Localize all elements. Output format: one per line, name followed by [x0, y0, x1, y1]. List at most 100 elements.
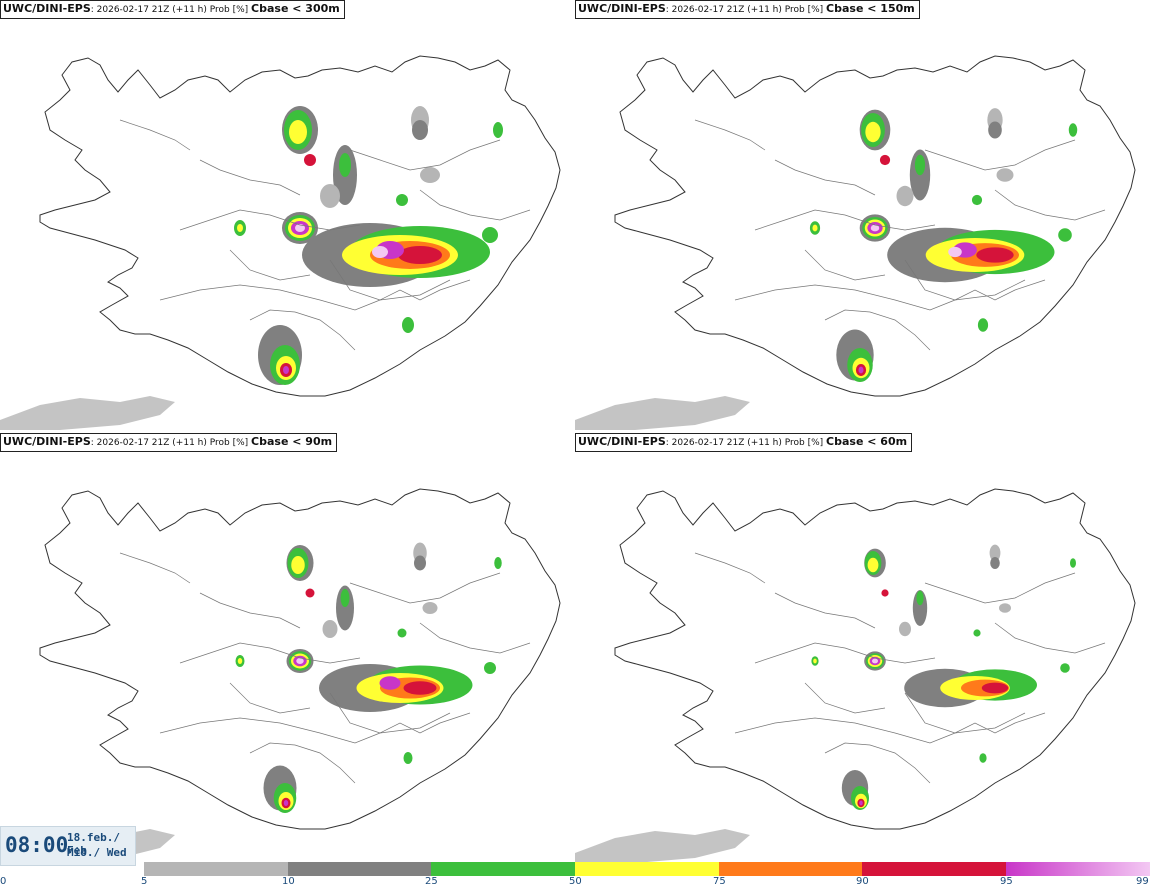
legend-tick: 25 — [425, 876, 438, 887]
probability-contour-5 — [322, 620, 338, 638]
valid-weekday: Mið./ Wed — [67, 846, 127, 859]
region-boundary — [804, 682, 886, 714]
probability-contour-90 — [304, 154, 316, 166]
probability-contour-90 — [976, 247, 1014, 263]
region-boundary — [924, 572, 1076, 604]
region-boundary — [804, 249, 886, 281]
region-boundary — [199, 159, 301, 196]
probability-contour-5 — [320, 184, 340, 208]
map-panel-300m: UWC/DINI-EPS: 2026-02-17 21Z (+11 h) Pro… — [0, 0, 575, 430]
region-boundary — [349, 139, 501, 171]
legend-tick: 10 — [282, 876, 295, 887]
legend-tick: 99 — [1136, 876, 1149, 887]
valid-time-box: 08:00 18.feb./ Feb Mið./ Wed — [0, 826, 136, 866]
legend-tick: 50 — [569, 876, 582, 887]
region-boundary — [754, 209, 936, 231]
offshore-probability-area — [575, 396, 750, 430]
probability-map-90m — [0, 488, 561, 863]
region-boundary — [774, 159, 876, 196]
legend-segment-10 — [288, 862, 431, 876]
probability-contour-25 — [396, 194, 408, 206]
legend-segment-5 — [144, 862, 288, 876]
probability-contour-25 — [973, 629, 981, 637]
region-boundary — [329, 259, 451, 301]
probability-contour-90 — [881, 589, 889, 597]
probability-contour-25 — [979, 753, 987, 763]
region-boundary — [904, 692, 1026, 734]
probability-contour-95 — [859, 800, 863, 806]
region-boundary — [419, 622, 531, 654]
region-boundary — [159, 712, 471, 744]
probability-contour-50 — [812, 224, 818, 232]
region-boundary — [349, 572, 501, 604]
panel-title: UWC/DINI-EPS: 2026-02-17 21Z (+11 h) Pro… — [575, 433, 913, 452]
probability-contour-99 — [372, 246, 388, 258]
region-boundary — [824, 309, 931, 351]
panel-title: UWC/DINI-EPS: 2026-02-17 21Z (+11 h) Pro… — [575, 0, 920, 19]
probability-contour-5 — [420, 167, 440, 183]
region-boundary — [119, 119, 191, 151]
map-panel-150m: UWC/DINI-EPS: 2026-02-17 21Z (+11 h) Pro… — [575, 0, 1150, 430]
valid-date: 18.feb./ Feb — [67, 831, 120, 857]
probability-map-300m — [0, 55, 561, 430]
region-boundary — [229, 249, 311, 281]
offshore-probability-area — [575, 829, 750, 863]
probability-contour-99 — [296, 658, 304, 664]
probability-contour-50 — [289, 120, 307, 144]
region-boundary — [159, 279, 471, 311]
map-panel-90m: UWC/DINI-EPS: 2026-02-17 21Z (+11 h) Pro… — [0, 433, 575, 863]
probability-contour-5 — [896, 185, 914, 207]
probability-contour-99 — [870, 224, 880, 232]
probability-contour-5 — [899, 621, 911, 637]
probability-contour-25 — [1068, 123, 1078, 137]
probability-contour-50 — [813, 658, 817, 664]
probability-contour-5 — [422, 602, 438, 614]
probability-contour-25 — [916, 590, 924, 606]
probability-contour-25 — [1060, 663, 1070, 673]
region-boundary — [694, 119, 766, 151]
region-boundary — [734, 712, 1046, 744]
legend-tick: 90 — [856, 876, 869, 887]
region-boundary — [179, 209, 361, 231]
region-boundary — [329, 692, 451, 734]
probability-contour-10 — [412, 120, 428, 140]
probability-contour-25 — [971, 194, 983, 206]
probability-contour-50 — [867, 557, 879, 573]
probability-contour-10 — [912, 590, 928, 626]
panel-title: UWC/DINI-EPS: 2026-02-17 21Z (+11 h) Pro… — [0, 433, 338, 452]
probability-contour-50 — [237, 658, 243, 664]
probability-colorbar: 0 5 10 25 50 75 90 95 99 — [0, 862, 1150, 891]
probability-contour-99 — [948, 246, 962, 258]
coastline — [39, 55, 561, 397]
region-boundary — [179, 642, 361, 664]
probability-contour-99 — [872, 658, 878, 664]
legend-tick: 75 — [713, 876, 726, 887]
panel-title: UWC/DINI-EPS: 2026-02-17 21Z (+11 h) Pro… — [0, 0, 345, 19]
probability-contour-25 — [340, 589, 350, 607]
probability-contour-25 — [1070, 558, 1076, 568]
region-boundary — [994, 189, 1106, 221]
region-boundary — [229, 682, 311, 714]
coastline — [39, 488, 561, 830]
probability-contour-10 — [336, 585, 354, 631]
legend-segment-50 — [575, 862, 719, 876]
probability-contour-90 — [398, 246, 442, 264]
probability-contour-25 — [1058, 228, 1072, 242]
probability-contour-50 — [237, 224, 243, 232]
probability-contour-99 — [295, 224, 305, 232]
legend-segment-25 — [431, 862, 575, 876]
probability-contour-25 — [402, 317, 414, 333]
probability-contour-50 — [865, 121, 881, 143]
region-boundary — [199, 592, 301, 629]
probability-contour-25 — [484, 662, 496, 674]
probability-contour-5 — [996, 168, 1014, 182]
probability-contour-95 — [379, 676, 401, 690]
probability-contour-50 — [291, 556, 305, 574]
probability-map-150m — [575, 55, 1136, 430]
probability-contour-25 — [403, 752, 413, 764]
probability-contour-90 — [981, 682, 1009, 694]
probability-contour-95 — [283, 366, 289, 374]
probability-contour-90 — [305, 588, 315, 598]
probability-contour-25 — [914, 154, 926, 176]
map-panel-60m: UWC/DINI-EPS: 2026-02-17 21Z (+11 h) Pro… — [575, 433, 1150, 863]
